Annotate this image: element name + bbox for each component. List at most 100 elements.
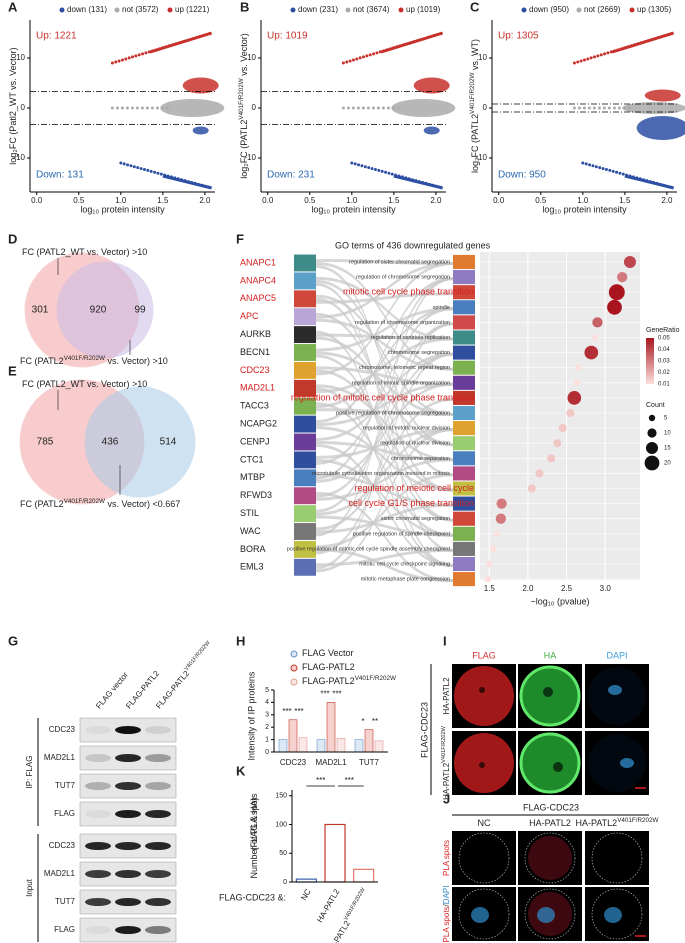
term-label: positive regulation of mitotic cell cycl…	[287, 546, 451, 552]
up-line	[380, 31, 444, 54]
gene-label: MTBP	[240, 472, 265, 482]
cell	[454, 666, 514, 726]
term-block	[453, 254, 475, 270]
legend-dot	[647, 428, 657, 438]
band	[145, 870, 171, 878]
label-part: V401F/R202W	[617, 817, 658, 824]
term-block	[453, 481, 475, 496]
down-count: Down: 231	[267, 170, 315, 181]
y-tick-label: 10	[478, 53, 487, 62]
cell-outline	[458, 888, 510, 940]
row-label: PLA spots/DAPI	[442, 886, 451, 943]
significance: ***	[294, 707, 303, 716]
gene-label: ANAPC5	[240, 293, 276, 303]
x-tick-label: 0.0	[262, 196, 274, 205]
bar	[298, 737, 308, 753]
group-label: IP: FLAG	[25, 756, 34, 789]
color-bar	[646, 338, 654, 384]
label-part: FC (PATL2	[20, 356, 64, 366]
ribbon	[316, 426, 453, 492]
y-tick-label: -10	[475, 153, 487, 162]
y-tick-label: 2	[265, 724, 269, 731]
x-tick-label: 1.5	[484, 584, 496, 593]
band	[145, 898, 171, 906]
ribbon	[316, 352, 453, 555]
count: 436	[102, 437, 119, 448]
ribbon	[316, 337, 453, 394]
ribbon	[316, 259, 453, 265]
x-axis-label: log₁₀ protein intensity	[80, 204, 165, 214]
legend-label: down (231)	[298, 5, 338, 14]
point-cloud	[391, 99, 456, 117]
group-label: FLAG-CDC23 &:	[219, 892, 286, 902]
band	[115, 926, 141, 934]
band	[145, 754, 171, 762]
x-tick-label: 0.5	[535, 196, 547, 205]
gene-block	[294, 415, 316, 433]
dot	[527, 484, 536, 493]
label-part: HA-PATL2	[442, 677, 451, 715]
y-axis-label: Number of PLA spots(FLAG & HA)	[249, 793, 259, 879]
ribbon	[316, 503, 453, 534]
dot	[592, 317, 603, 328]
ribbon	[316, 262, 453, 319]
legend-label: FLAG-PATL2V401F/R202W	[302, 675, 396, 686]
term-label: regulation of mitotic spindle organizati…	[352, 380, 450, 386]
x-tick-label: 2.0	[522, 584, 534, 593]
x-tick-label: 0.0	[31, 196, 43, 205]
significance: ***	[332, 690, 341, 699]
legend-tick-label: 0.02	[658, 370, 670, 376]
gene-label: NCAPG2	[240, 418, 277, 428]
row-label: TUT7	[55, 897, 76, 906]
nucleus	[553, 762, 563, 772]
nucleus	[479, 687, 485, 693]
legend-dot	[290, 650, 298, 658]
ribbon	[316, 307, 453, 465]
x-tick-label: 2.0	[661, 196, 673, 205]
y-axis-label: Intensity of IP proteins	[246, 671, 256, 760]
x-tick-label: 0.5	[73, 196, 85, 205]
row-label: MAD2L1	[44, 869, 76, 878]
legend-tick-label: 5	[664, 416, 668, 422]
up-count: Up: 1221	[36, 31, 77, 42]
ribbon	[316, 336, 453, 447]
dot	[608, 284, 625, 301]
x-tick-label: 3.0	[600, 584, 612, 593]
panel-letter: E	[8, 363, 17, 378]
label-part: FLAG Vector	[302, 648, 354, 658]
ribbon	[316, 352, 453, 441]
legend-label: FLAG Vector	[302, 648, 354, 658]
legend-dot	[521, 7, 527, 13]
pla-signal	[528, 836, 572, 880]
x-axis-label: log₁₀ protein intensity	[311, 204, 396, 214]
dot	[607, 299, 622, 315]
legend-title: Count	[646, 402, 665, 409]
go-title: GO terms of 436 downregulated genes	[335, 240, 491, 250]
term-label: spindle	[433, 305, 450, 311]
legend-label: up (1221)	[175, 5, 210, 14]
set-label: FC (PATL2_WT vs. Vector) >10	[22, 379, 147, 389]
ribbon	[316, 441, 453, 462]
ribbon	[316, 397, 453, 531]
term-label: mitotic cell cycle phase transition	[343, 287, 474, 297]
down-count: Down: 131	[36, 170, 84, 181]
chromatin	[471, 907, 489, 923]
y-tick-label: 1	[265, 736, 269, 743]
row-label: TUT7	[55, 781, 76, 790]
panel-letter: J	[443, 791, 450, 806]
ribbon	[316, 384, 453, 462]
row-label: PLA spots	[442, 840, 451, 876]
column-label: HA-PATL2V401F/R202W	[576, 817, 659, 828]
dot	[573, 379, 580, 386]
term-label: chromosome, telomeric repeat region	[359, 365, 450, 371]
row-label: FLAG	[54, 809, 75, 818]
band	[145, 810, 171, 818]
ribbon	[316, 307, 453, 409]
label-part: NC	[478, 818, 491, 828]
cell	[519, 732, 581, 794]
legend-label: up (1305)	[637, 5, 672, 14]
gene-block	[294, 254, 316, 272]
significance: *	[361, 717, 364, 726]
band	[115, 754, 141, 762]
group-label: FLAG-CDC23	[419, 702, 429, 758]
